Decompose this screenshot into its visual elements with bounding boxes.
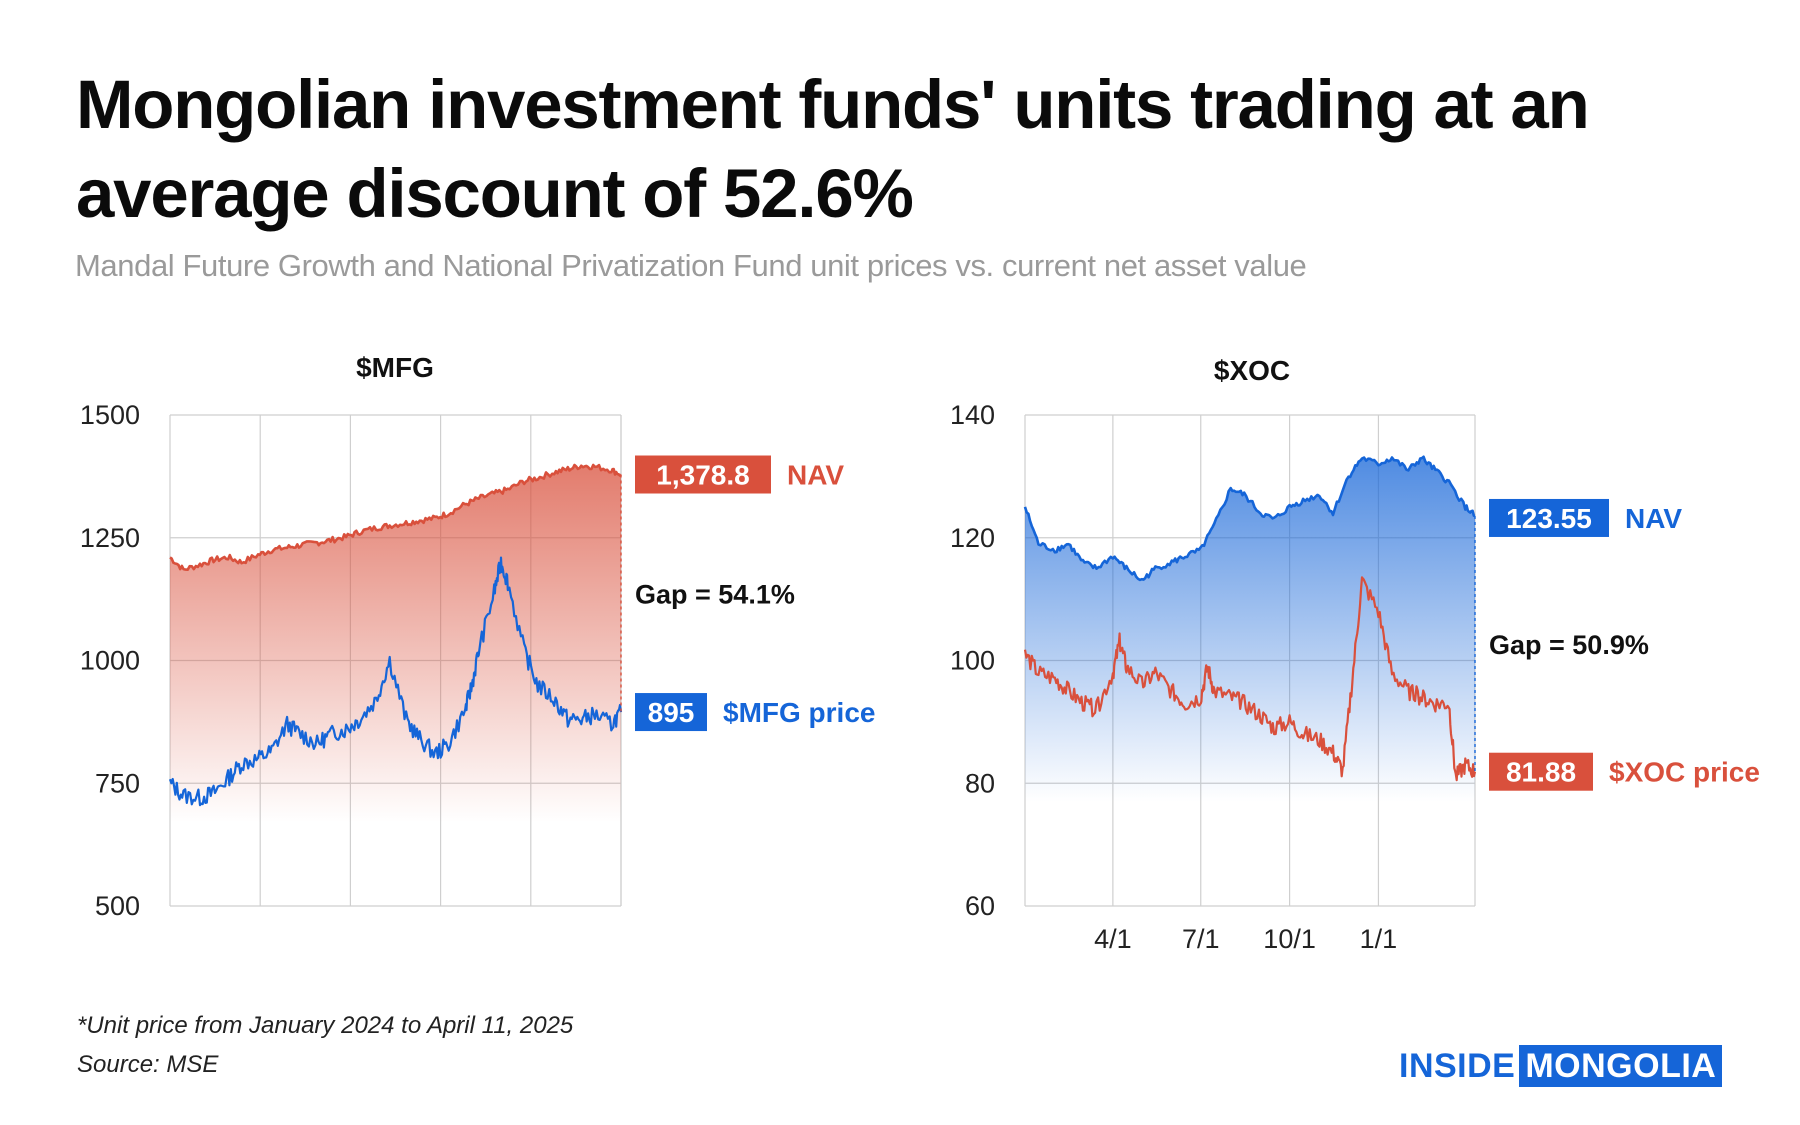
nav-value-label: 1,378.8	[656, 460, 749, 491]
nav-line	[169, 463, 622, 571]
nav-value-box	[1489, 498, 1609, 537]
chart-mfg: $MFG 500 750 1000 1250 1500 1,378.8 NAV 895 $MFG …	[80, 352, 876, 921]
x-tick-label: 1/1	[1360, 924, 1398, 954]
gap-label: Gap = 54.1%	[635, 579, 795, 609]
x-tick-label: 10/1	[1263, 924, 1316, 954]
price-line	[168, 556, 623, 807]
chart-title: $XOC	[1214, 355, 1290, 386]
price-value-label: 895	[648, 697, 695, 728]
footnote: *Unit price from January 2024 to April 1…	[77, 1012, 574, 1039]
price-line	[1023, 576, 1477, 782]
y-tick-label: 80	[965, 768, 995, 798]
nav-area-fill	[1025, 456, 1475, 802]
nav-value-box	[635, 455, 771, 494]
price-name-label: $MFG price	[723, 697, 875, 728]
page-title: Mongolian investment funds' units tradin…	[76, 66, 1590, 232]
chart-xoc: $XOC 60 80 100 120 140 4/1 7/1 10/1 1/1 123.55 NAV 8…	[950, 355, 1760, 954]
y-tick-label: 120	[950, 523, 995, 553]
nav-area-fill	[170, 465, 621, 823]
price-value-box	[635, 693, 707, 732]
nav-name-label: NAV	[787, 460, 844, 491]
y-tick-label: 500	[95, 891, 140, 921]
y-tick-label: 1250	[80, 523, 140, 553]
y-tick-label: 1000	[80, 646, 140, 676]
page-subtitle: Mandal Future Growth and National Privat…	[75, 248, 1307, 283]
source-note: Source: MSE	[77, 1051, 219, 1078]
y-tick-label: 140	[950, 400, 995, 430]
y-tick-label: 1500	[80, 400, 140, 430]
brand-logo: INSIDE MONGOLIA	[1397, 1045, 1723, 1087]
y-tick-label: 60	[965, 891, 995, 921]
logo-inside: INSIDE	[1399, 1047, 1516, 1085]
nav-value-label: 123.55	[1506, 503, 1592, 534]
x-tick-label: 7/1	[1182, 924, 1220, 954]
gap-label: Gap = 50.9%	[1489, 630, 1649, 660]
y-tick-label: 750	[95, 768, 140, 798]
price-value-label: 81.88	[1506, 757, 1576, 788]
logo-mongolia: MONGOLIA	[1519, 1045, 1723, 1087]
price-value-box	[1489, 752, 1593, 791]
price-name-label: $XOC price	[1609, 757, 1760, 788]
y-tick-label: 100	[950, 646, 995, 676]
chart-title: $MFG	[356, 352, 434, 383]
x-tick-label: 4/1	[1094, 924, 1132, 954]
nav-line	[1023, 455, 1476, 582]
nav-name-label: NAV	[1625, 503, 1682, 534]
